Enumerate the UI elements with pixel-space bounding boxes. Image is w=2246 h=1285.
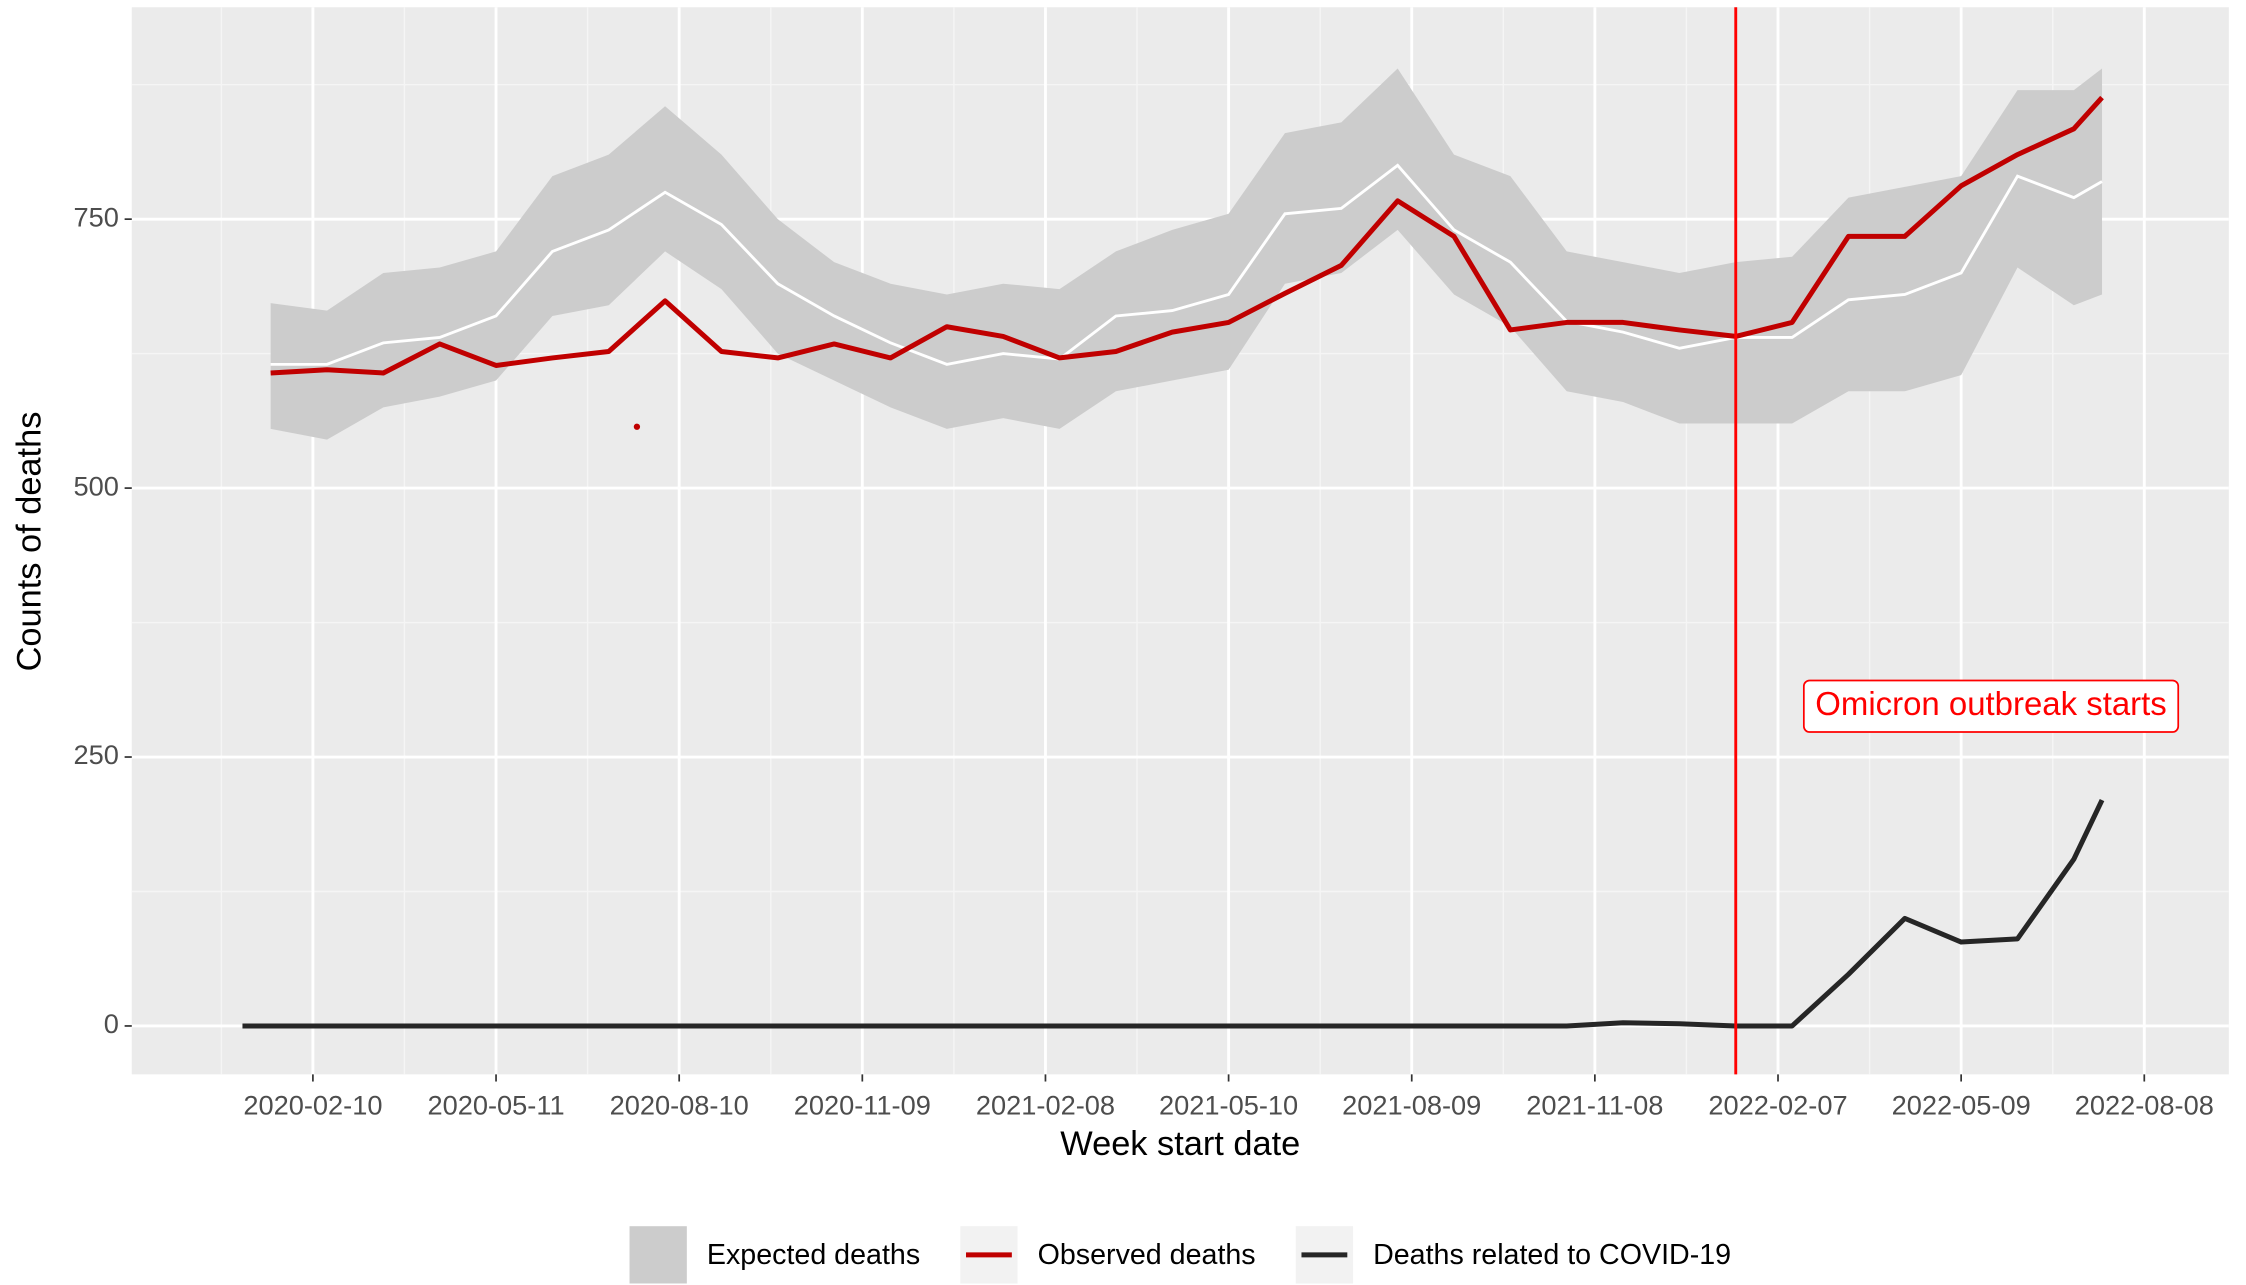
annotation-box [1802,679,2180,733]
panel-background [131,7,2229,1075]
expected-line [270,163,2103,366]
x-tick-label: 2020-05-11 [427,1090,564,1121]
x-tick-label: 2022-08-08 [2075,1090,2214,1121]
legend-key-background [629,1226,687,1284]
x-tick-label: 2021-05-10 [1159,1090,1298,1121]
x-tick-label: 2022-05-09 [1892,1090,2031,1121]
y-tick-label: 250 [73,739,118,770]
x-tick-label: 2021-11-08 [1526,1090,1663,1121]
legend-label: Observed deaths [1038,1239,1256,1271]
x-axis-title: Week start date [1060,1125,1300,1163]
x-tick-label: 2021-08-09 [1342,1090,1481,1121]
legend: Expected deaths Observed deaths Deaths rel… [629,1226,1731,1284]
x-tick-label: 2020-08-10 [610,1090,749,1121]
y-axis-title: Counts of deaths [11,412,49,672]
annotation: Omicron outbreak starts [1815,685,2166,722]
y-tick-label: 750 [73,201,118,232]
x-tick-label: 2020-11-09 [794,1090,931,1121]
x-tick-label: 2020-02-10 [243,1090,382,1121]
series-line [270,95,2104,376]
confidence-band [270,68,2103,440]
plot-panel [131,7,2229,1075]
series-line [242,798,2105,1029]
x-tick-label: 2022-02-07 [1708,1090,1847,1121]
y-tick-label: 500 [73,470,118,501]
legend-item: Deaths related to COVID-19 [1295,1226,1731,1284]
legend-item: Expected deaths [629,1226,920,1284]
x-tick-label: 2021-02-08 [976,1090,1115,1121]
legend-label: Deaths related to COVID-19 [1373,1239,1731,1271]
legend-label: Expected deaths [707,1239,920,1271]
y-tick-label: 0 [104,1008,119,1039]
legend-item: Observed deaths [960,1226,1256,1284]
stray-point [633,423,641,430]
